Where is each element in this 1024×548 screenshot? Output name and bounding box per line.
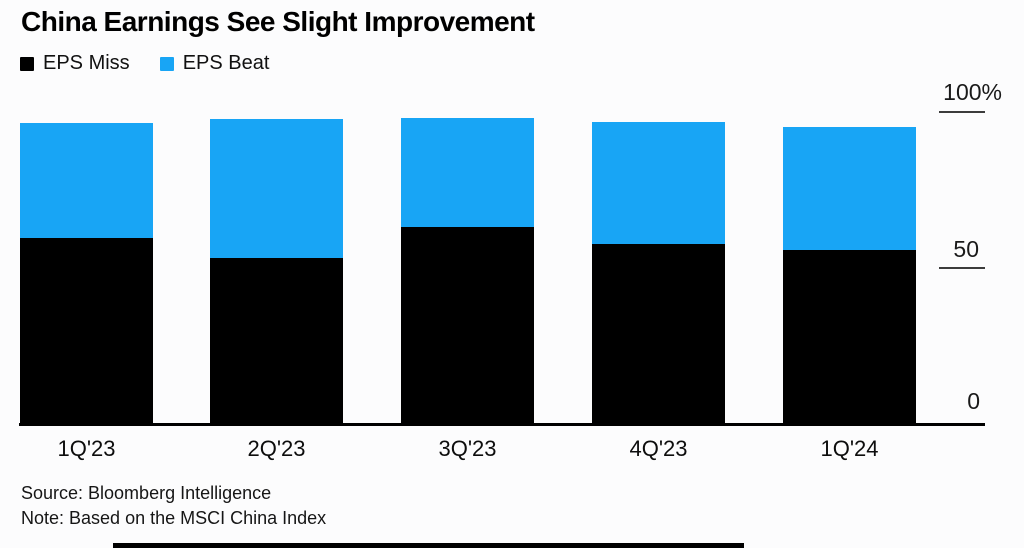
bar-segment-miss <box>783 250 916 425</box>
legend-label-eps-miss: EPS Miss <box>43 52 130 74</box>
bar-segment-beat <box>783 127 916 250</box>
legend-swatch-miss-icon <box>20 56 34 71</box>
y-axis-label-0: 0 <box>967 388 980 414</box>
bar-2q23 <box>210 119 343 425</box>
legend: EPS Miss EPS Beat <box>20 52 269 75</box>
note-line: Note: Based on the MSCI China Index <box>21 508 327 528</box>
y-axis-label-100: 100% <box>943 79 1002 105</box>
bar-segment-miss <box>401 227 534 425</box>
legend-swatch-beat-icon <box>159 56 174 71</box>
bar-segment-beat <box>20 123 153 238</box>
bar-segment-miss <box>210 258 343 425</box>
y-tick-50 <box>939 267 985 269</box>
bar-1q24 <box>783 127 916 425</box>
legend-item-eps-beat: EPS Beat <box>159 52 270 75</box>
x-axis-label-2q23: 2Q'23 <box>247 436 306 461</box>
bar-3q23 <box>401 118 534 425</box>
x-axis-label-4q23: 4Q'23 <box>629 436 688 461</box>
chart-title: China Earnings See Slight Improvement <box>21 6 535 37</box>
x-axis-label-1q24: 1Q'24 <box>820 436 879 461</box>
bar-segment-beat <box>592 122 725 244</box>
bar-segment-miss <box>592 244 725 425</box>
footnotes: Source: Bloomberg Intelligence Note: Bas… <box>21 481 326 531</box>
bar-segment-beat <box>210 119 343 258</box>
bar-4q23 <box>592 122 725 425</box>
bar-segment-beat <box>401 118 534 227</box>
x-axis-line <box>19 423 985 426</box>
legend-item-eps-miss: EPS Miss <box>20 52 130 75</box>
plot-area <box>0 113 1024 425</box>
legend-label-eps-beat: EPS Beat <box>182 52 270 74</box>
x-axis-label-3q23: 3Q'23 <box>438 436 497 461</box>
y-tick-100 <box>939 111 985 113</box>
bar-1q23 <box>20 122 153 425</box>
bar-segment-miss <box>20 238 153 425</box>
progress-bar[interactable] <box>113 543 744 548</box>
y-axis-label-50: 50 <box>953 236 979 262</box>
source-line: Source: Bloomberg Intelligence <box>21 483 272 503</box>
x-axis-label-1q23: 1Q'23 <box>57 436 116 461</box>
